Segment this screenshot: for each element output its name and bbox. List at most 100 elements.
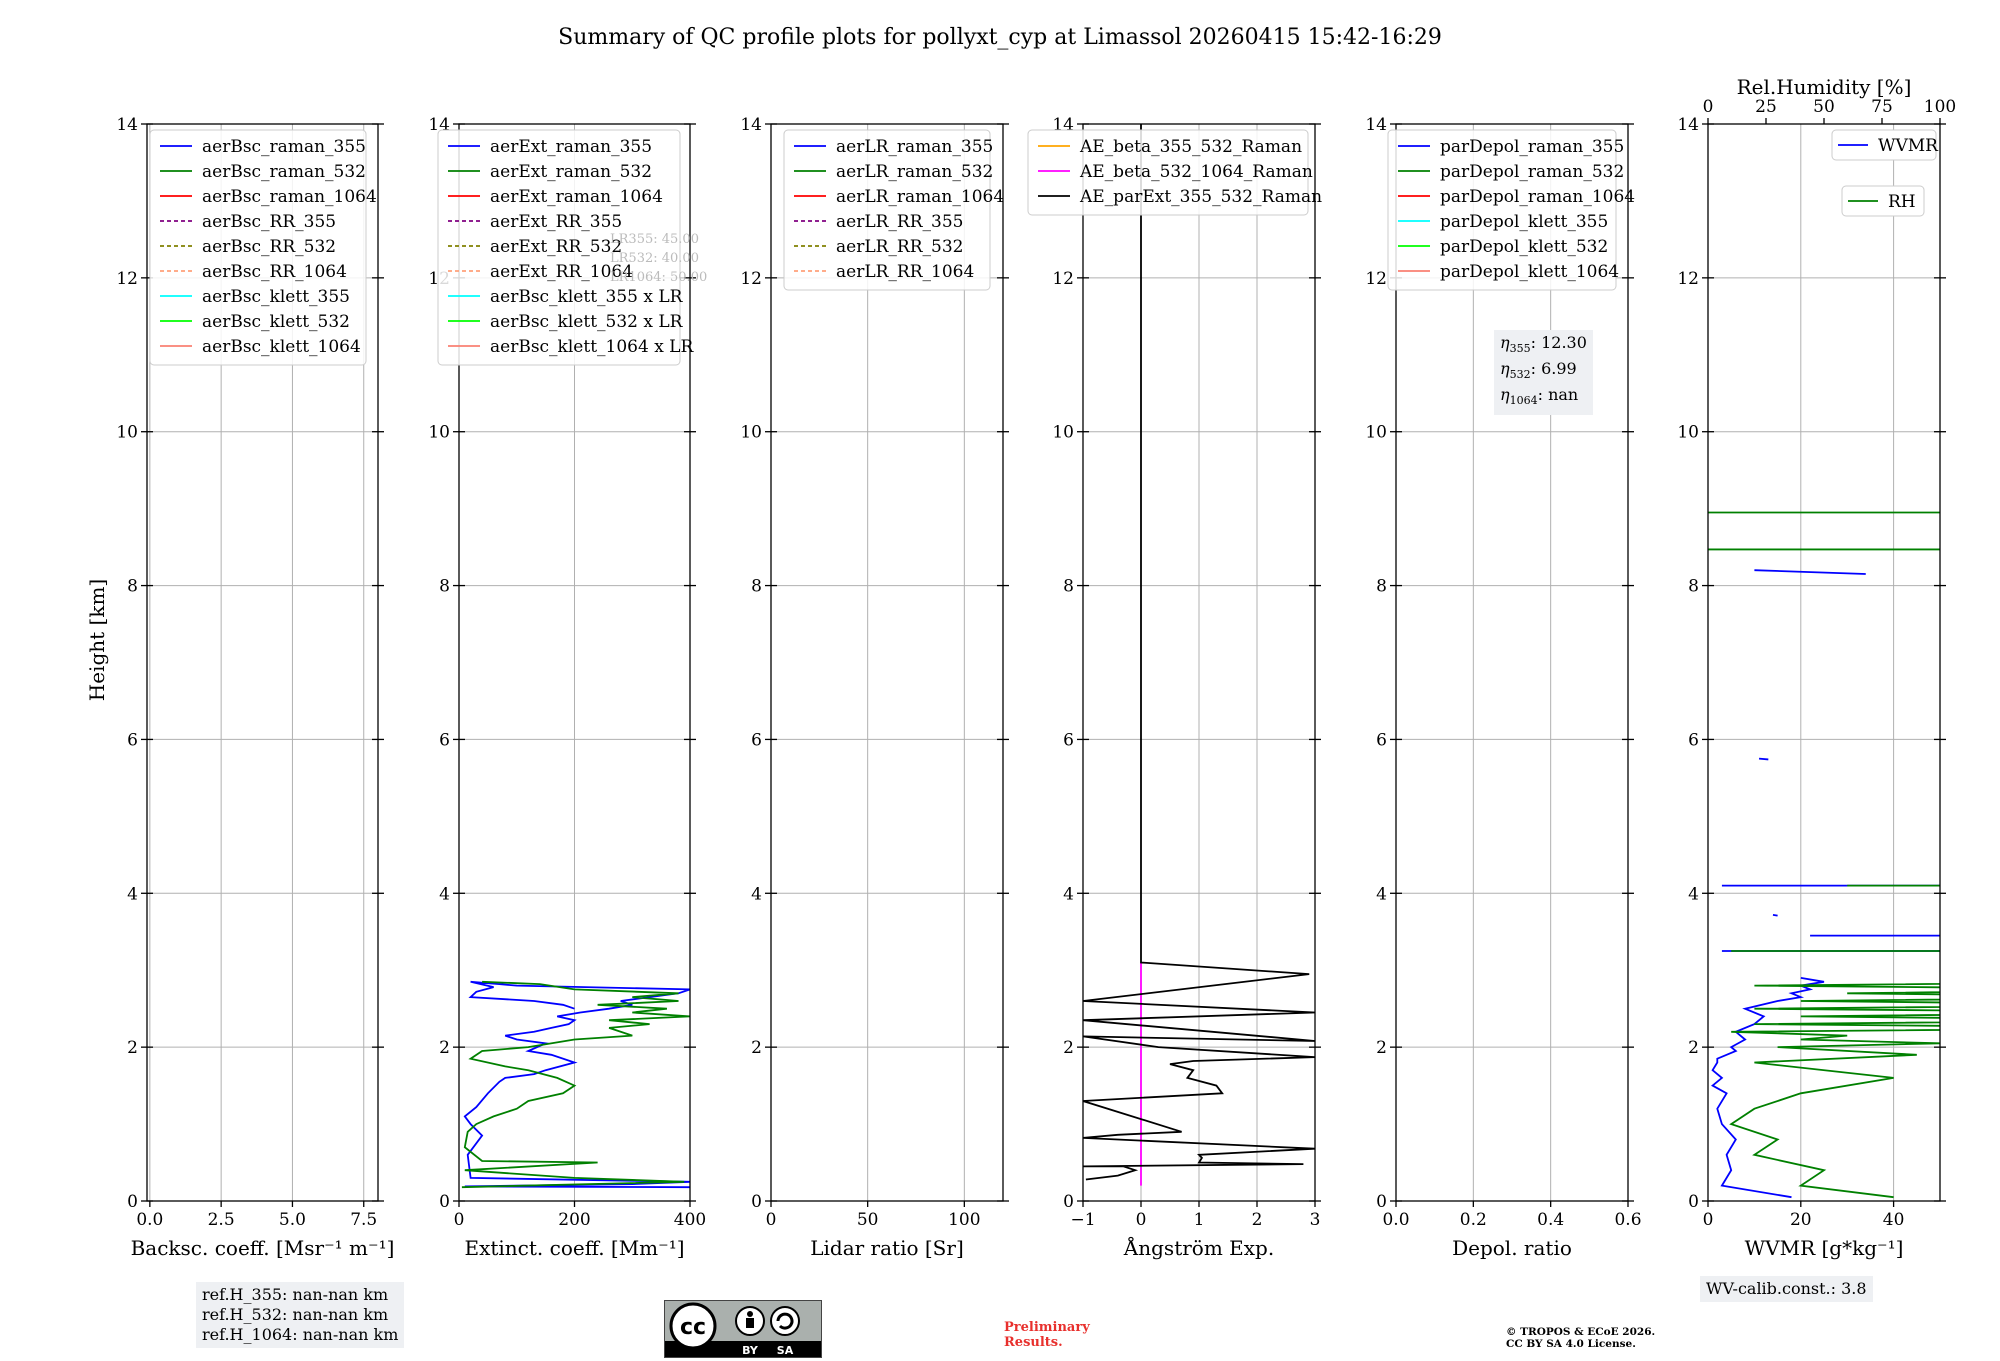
x-axis-label: WVMR [g*kg⁻¹]: [1745, 1236, 1904, 1260]
y-tick-label: 10: [428, 423, 450, 443]
legend-label: aerLR_RR_532: [836, 237, 963, 257]
legend-label: aerBsc_RR_355: [202, 212, 336, 232]
x-tick-label: 20: [1790, 1210, 1812, 1230]
y-tick-label: 4: [439, 884, 450, 904]
legend-wvmr: WVMR: [1831, 129, 1939, 161]
series-WVMR-levels: [1772, 913, 1778, 917]
y-tick-label: 2: [1376, 1038, 1387, 1058]
cc-logo: cc BY SA: [665, 1302, 821, 1357]
y-tick-label: 12: [1052, 269, 1074, 289]
y-tick-label: 6: [439, 730, 450, 750]
y-tick-label: 8: [127, 577, 138, 597]
x-tick-label: −1: [1070, 1210, 1095, 1230]
x-axis-label: Extinct. coeff. [Mm⁻¹]: [464, 1236, 684, 1260]
legend-label: AE_beta_532_1064_Raman: [1079, 162, 1313, 182]
series-aerExt_raman_355: [463, 980, 690, 1189]
top-x-tick-label: 100: [1924, 97, 1956, 117]
y-tick-label: 0: [1063, 1192, 1074, 1212]
legend-label: aerBsc_raman_532: [202, 162, 366, 182]
legend-label: parDepol_raman_355: [1440, 137, 1624, 157]
legend-box: [149, 129, 367, 366]
series-WVMR-levels: [1758, 757, 1769, 761]
legend-label: parDepol_klett_532: [1440, 237, 1608, 257]
y-tick-label: 8: [439, 577, 450, 597]
legend-label: aerBsc_RR_1064: [202, 262, 347, 282]
y-tick-label: 6: [751, 730, 762, 750]
legend-label: aerExt_RR_532: [490, 237, 622, 257]
cc-license-badge: cc BY SA: [664, 1300, 822, 1358]
y-tick-label: 12: [740, 269, 762, 289]
x-axis-label: Backsc. coeff. [Msr⁻¹ m⁻¹]: [131, 1236, 395, 1260]
x-tick-label: 1: [1194, 1210, 1205, 1230]
x-axis-label: Ångström Exp.: [1123, 1235, 1274, 1260]
x-tick-label: 400: [674, 1210, 706, 1230]
y-tick-label: 10: [116, 423, 138, 443]
top-x-tick-label: 25: [1755, 97, 1777, 117]
legend-box: [1841, 185, 1925, 217]
sa-label: SA: [777, 1344, 794, 1357]
by-label: BY: [742, 1344, 759, 1357]
legend-label: RH: [1888, 192, 1916, 212]
y-tick-label: 8: [751, 577, 762, 597]
legend-label: parDepol_raman_1064: [1440, 187, 1635, 207]
lr-annotation: LR355: 45.00 LR532: 40.00 LR1064: 50.00: [610, 232, 707, 285]
y-tick-label: 14: [1677, 115, 1699, 135]
legend-label: aerLR_RR_355: [836, 212, 963, 232]
copyright-line-2: CC BY SA 4.0 License.: [1506, 1338, 1636, 1350]
y-tick-label: 10: [1052, 423, 1074, 443]
legend-label: WVMR: [1878, 136, 1939, 156]
legend-label: aerBsc_klett_532: [202, 312, 350, 332]
x-tick-label: 100: [948, 1210, 980, 1230]
y-tick-label: 2: [127, 1038, 138, 1058]
y-tick-label: 10: [1365, 423, 1387, 443]
legend-rh: RH: [1841, 185, 1925, 217]
x-tick-label: 40: [1883, 1210, 1905, 1230]
y-tick-label: 12: [116, 269, 138, 289]
x-tick-label: 0.2: [1460, 1210, 1487, 1230]
ref-height-355: ref.H_355: nan-nan km: [202, 1285, 389, 1304]
x-tick-label: 0.0: [136, 1210, 163, 1230]
preliminary-note: Preliminary Results.: [1004, 1320, 1090, 1350]
y-tick-label: 8: [1688, 577, 1699, 597]
top-x-tick-label: 0: [1703, 97, 1714, 117]
x-axis-label: Lidar ratio [Sr]: [810, 1236, 964, 1260]
panel-depol: 0 2 4 6 8 10 12 14 0.0 0.2 0.4 0.6 Depol. ratio parDe…: [1365, 115, 1641, 1260]
legend-label: aerBsc_raman_1064: [202, 187, 377, 207]
y-tick-label: 14: [740, 115, 762, 135]
x-tick-label: 0.6: [1614, 1210, 1641, 1230]
y-tick-label: 2: [1063, 1038, 1074, 1058]
y-tick-label: 2: [1688, 1038, 1699, 1058]
lr-lr_1064: LR1064: 50.00: [610, 270, 707, 285]
y-tick-label: 0: [439, 1192, 450, 1212]
y-tick-label: 6: [1688, 730, 1699, 750]
panel-bsc: 0 2 4 6 8 10 12 14 0.0 2.5 5.0 7.5 Backsc. coeff. [M…: [116, 115, 394, 1260]
legend-label: aerLR_raman_355: [836, 137, 993, 157]
series-RH: [1729, 983, 1940, 1199]
legend-label: aerBsc_klett_355 x LR: [490, 287, 684, 307]
legend-label: aerBsc_raman_355: [202, 137, 366, 157]
panel-lr: 0 2 4 6 8 10 12 14 0 50 100 Lidar ratio [Sr] aerLR_r…: [740, 115, 1009, 1260]
legend-depol: parDepol_raman_355 parDepol_raman_532 parD…: [1387, 129, 1635, 291]
legend-label: aerBsc_klett_1064 x LR: [490, 337, 694, 357]
x-tick-label: 50: [857, 1210, 879, 1230]
series-WVMR-levels: [1754, 569, 1866, 575]
ref-height-532: ref.H_532: nan-nan km: [202, 1305, 389, 1324]
top-x-tick-label: 50: [1813, 97, 1835, 117]
x-tick-label: 0.0: [1382, 1210, 1409, 1230]
y-tick-label: 6: [1376, 730, 1387, 750]
y-tick-label: 8: [1063, 577, 1074, 597]
wv-calibration-box: WV-calib.const.: 3.8: [1700, 1276, 1873, 1302]
y-tick-label: 10: [1677, 423, 1699, 443]
series-AE_parExt_355_532_Raman: [1083, 124, 1315, 1181]
x-tick-label: 2.5: [208, 1210, 235, 1230]
legend-label: aerLR_raman_532: [836, 162, 993, 182]
x-tick-label: 0.4: [1537, 1210, 1564, 1230]
x-tick-label: 3: [1310, 1210, 1321, 1230]
y-tick-label: 12: [1677, 269, 1699, 289]
top-axis-label: Rel.Humidity [%]: [1737, 75, 1912, 99]
legend-label: aerLR_raman_1064: [836, 187, 1004, 207]
lr-lr_355: LR355: 45.00: [610, 232, 699, 247]
